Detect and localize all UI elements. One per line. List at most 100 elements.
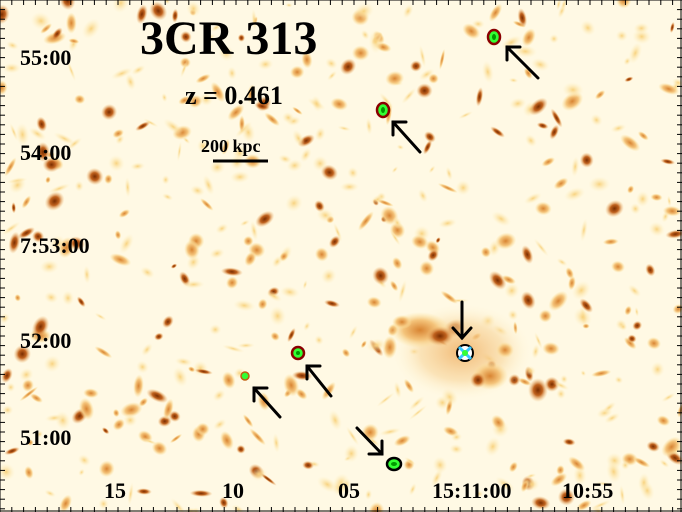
noise-speck — [662, 205, 682, 217]
noise-speck — [250, 220, 259, 241]
noise-speck — [0, 4, 10, 25]
noise-speck — [250, 467, 268, 482]
noise-speck — [195, 73, 211, 84]
noise-speck — [8, 231, 21, 254]
noise-speck — [404, 456, 416, 466]
noise-speck — [44, 291, 59, 304]
noise-speck — [437, 183, 458, 193]
noise-speck — [8, 176, 27, 194]
noise-speck — [81, 18, 101, 40]
noise-speck — [0, 313, 10, 324]
noise-speck — [627, 334, 637, 343]
noise-speck — [614, 375, 624, 384]
noise-speck — [239, 219, 250, 227]
noise-speck — [531, 496, 551, 510]
noise-speck — [590, 499, 611, 510]
noise-speck — [339, 58, 357, 76]
noise-speck — [360, 340, 367, 349]
source-marker — [290, 345, 306, 361]
noise-speck — [650, 193, 663, 202]
noise-speck — [580, 218, 588, 242]
noise-speck — [450, 432, 463, 442]
noise-speck — [552, 380, 570, 391]
noise-speck — [225, 276, 239, 290]
noise-speck — [146, 388, 169, 404]
noise-speck — [509, 97, 527, 110]
noise-speck — [39, 259, 59, 274]
noise-speck — [423, 139, 433, 155]
y-tick-label: 51:00 — [20, 425, 71, 450]
noise-speck — [571, 156, 580, 178]
noise-speck — [556, 464, 565, 476]
y-axis-labels: 55:00 54:00 7:53:00 52:00 51:00 — [20, 45, 90, 450]
noise-speck — [186, 0, 201, 18]
noise-speck — [627, 284, 642, 298]
noise-speck — [182, 136, 191, 145]
noise-speck — [536, 122, 549, 130]
arrow — [505, 45, 540, 80]
noise-speck — [42, 156, 61, 173]
noise-speck — [169, 433, 183, 444]
noise-speck — [534, 331, 543, 350]
noise-speck — [78, 468, 85, 476]
noise-speck — [269, 305, 287, 327]
noise-speck — [292, 106, 303, 115]
noise-speck — [190, 185, 205, 197]
noise-speck — [227, 66, 237, 80]
noise-speck — [213, 418, 227, 431]
noise-speck — [0, 80, 8, 96]
noise-speck — [660, 158, 676, 165]
noise-speck — [36, 116, 48, 132]
noise-speck — [588, 176, 611, 193]
noise-speck — [620, 134, 641, 152]
noise-speck — [560, 374, 569, 384]
noise-speck — [257, 58, 274, 71]
noise-speck — [285, 2, 293, 8]
noise-speck — [36, 430, 44, 439]
noise-speck — [68, 236, 86, 251]
noise-speck — [172, 366, 188, 388]
noise-speck — [327, 70, 337, 81]
noise-speck — [112, 418, 126, 431]
noise-speck — [632, 456, 651, 468]
noise-speck — [627, 185, 635, 194]
noise-speck — [53, 132, 76, 145]
noise-speck — [345, 426, 360, 446]
noise-speck — [200, 198, 214, 211]
x-tick-label: 10 — [222, 478, 244, 503]
noise-speck — [215, 223, 229, 234]
noise-speck — [385, 70, 405, 87]
noise-speck — [576, 499, 592, 511]
noise-speck — [343, 444, 359, 463]
noise-speck — [524, 134, 537, 147]
noise-speck — [135, 121, 151, 131]
noise-speck — [44, 489, 56, 498]
noise-speck — [244, 251, 257, 267]
noise-speck — [272, 433, 281, 453]
noise-speck — [396, 144, 405, 150]
noise-speck — [549, 33, 559, 44]
noise-speck — [162, 193, 174, 201]
noise-speck — [392, 216, 403, 229]
noise-speck — [333, 222, 343, 242]
noise-speck — [365, 117, 373, 135]
noise-speck — [154, 332, 164, 341]
noise-speck — [101, 103, 118, 121]
noise-speck — [474, 490, 484, 498]
noise-speck — [195, 422, 210, 436]
noise-speck — [210, 81, 226, 103]
noise-speck — [161, 92, 168, 103]
noise-speck — [98, 498, 109, 510]
noise-speck — [623, 337, 637, 350]
noise-speck — [501, 275, 516, 285]
noise-speck — [366, 338, 387, 353]
noise-speck — [491, 211, 511, 227]
noise-speck — [661, 436, 682, 458]
y-tick-label: 7:53:00 — [20, 233, 90, 258]
noise-speck — [368, 29, 383, 54]
noise-speck — [76, 296, 86, 308]
noise-speck — [328, 235, 341, 248]
noise-speck — [264, 112, 280, 127]
